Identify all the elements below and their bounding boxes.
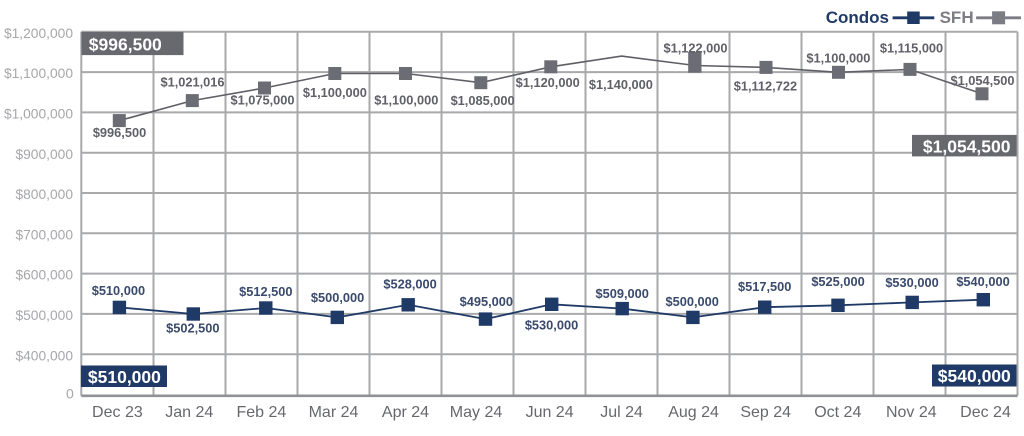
svg-text:$525,000: $525,000 (811, 274, 864, 289)
svg-text:$530,000: $530,000 (525, 318, 578, 333)
svg-text:$1,021,016: $1,021,016 (160, 74, 224, 89)
svg-text:Feb 24: Feb 24 (236, 404, 286, 421)
svg-text:$1,200,000: $1,200,000 (4, 26, 73, 41)
svg-text:$495,000: $495,000 (460, 294, 513, 309)
svg-text:Mar 24: Mar 24 (309, 404, 359, 421)
svg-text:$1,100,000: $1,100,000 (4, 66, 73, 81)
svg-text:$1,075,000: $1,075,000 (230, 93, 294, 108)
svg-text:$1,115,000: $1,115,000 (880, 41, 943, 56)
svg-text:$1,100,000: $1,100,000 (303, 85, 367, 100)
svg-text:$517,500: $517,500 (738, 279, 791, 294)
svg-text:$510,000: $510,000 (92, 283, 145, 298)
svg-text:Jun 24: Jun 24 (526, 404, 574, 421)
svg-text:$540,000: $540,000 (956, 274, 1009, 289)
svg-text:$500,000: $500,000 (311, 290, 364, 305)
svg-text:$509,000: $509,000 (596, 286, 649, 301)
svg-text:$1,054,500: $1,054,500 (950, 73, 1014, 88)
svg-text:$1,140,000: $1,140,000 (589, 77, 653, 92)
svg-text:0: 0 (66, 386, 74, 402)
svg-text:$1,000,000: $1,000,000 (4, 107, 73, 122)
svg-text:$500,000: $500,000 (15, 308, 73, 323)
svg-text:Jul 24: Jul 24 (600, 404, 643, 421)
svg-text:$530,000: $530,000 (885, 275, 938, 290)
svg-text:Oct 24: Oct 24 (814, 404, 861, 421)
svg-text:Aug 24: Aug 24 (668, 404, 719, 421)
svg-text:SFH: SFH (940, 8, 974, 27)
svg-text:$400,000: $400,000 (15, 348, 73, 363)
svg-text:Dec 24: Dec 24 (960, 404, 1011, 421)
svg-text:May 24: May 24 (450, 404, 503, 421)
svg-text:$900,000: $900,000 (15, 147, 73, 162)
svg-text:Apr 24: Apr 24 (382, 404, 429, 421)
svg-text:$996,500: $996,500 (89, 34, 162, 54)
svg-text:Dec 23: Dec 23 (92, 404, 143, 421)
svg-text:Jan 24: Jan 24 (165, 404, 213, 421)
svg-text:$528,000: $528,000 (383, 277, 436, 292)
svg-text:Nov 24: Nov 24 (886, 404, 937, 421)
svg-text:$1,054,500: $1,054,500 (923, 136, 1011, 156)
svg-text:$512,500: $512,500 (239, 284, 292, 299)
svg-text:$800,000: $800,000 (15, 187, 73, 202)
svg-text:$700,000: $700,000 (15, 227, 73, 242)
svg-text:$1,112,722: $1,112,722 (734, 79, 797, 94)
svg-text:$600,000: $600,000 (15, 268, 73, 283)
svg-text:$1,100,000: $1,100,000 (806, 51, 870, 66)
svg-text:$1,122,000: $1,122,000 (663, 41, 727, 56)
svg-text:$502,500: $502,500 (166, 321, 219, 336)
svg-text:$510,000: $510,000 (88, 367, 161, 387)
svg-text:$1,100,000: $1,100,000 (374, 92, 438, 107)
svg-text:$540,000: $540,000 (938, 366, 1011, 386)
svg-text:$1,085,000: $1,085,000 (451, 93, 515, 108)
svg-text:Sep 24: Sep 24 (740, 404, 791, 421)
svg-text:$1,120,000: $1,120,000 (516, 75, 580, 90)
svg-text:Condos: Condos (826, 8, 889, 27)
svg-text:$500,000: $500,000 (666, 294, 719, 309)
svg-text:$996,500: $996,500 (93, 125, 146, 140)
